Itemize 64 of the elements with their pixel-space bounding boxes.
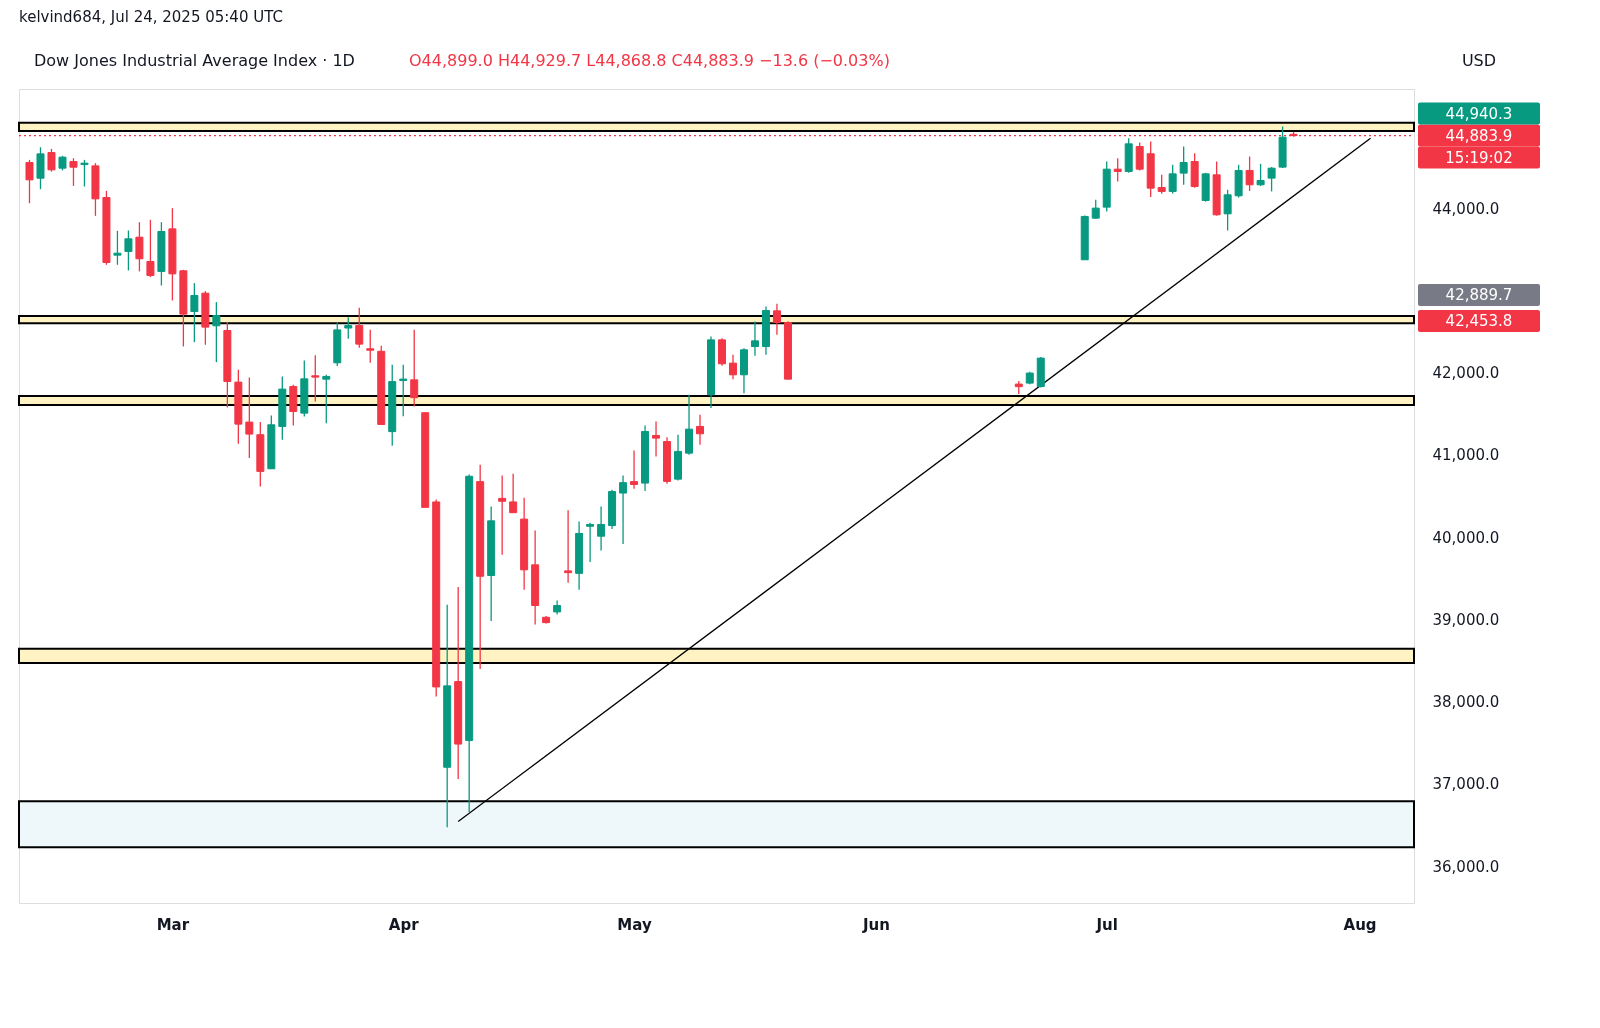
x-tick-label: Aug bbox=[1343, 915, 1377, 934]
candlestick bbox=[750, 320, 759, 357]
y-tick-label: 38,000.0 bbox=[1432, 693, 1500, 712]
candlestick bbox=[47, 148, 56, 173]
y-tick-label: 42,000.0 bbox=[1432, 364, 1500, 383]
x-tick-label: Mar bbox=[156, 915, 190, 934]
text: 42,889.7 bbox=[1445, 285, 1513, 304]
ref-line-label: 44,883.9 bbox=[1445, 126, 1513, 145]
candlestick bbox=[1135, 141, 1144, 172]
candlestick bbox=[113, 230, 122, 266]
candlestick bbox=[630, 449, 639, 490]
y-tick-label: 39,000.0 bbox=[1432, 610, 1500, 629]
candlestick bbox=[245, 376, 254, 459]
y-tick-label: 36,000.0 bbox=[1432, 857, 1500, 876]
text: 15:19:02 bbox=[1445, 148, 1513, 167]
candlestick bbox=[135, 221, 144, 273]
candlestick bbox=[696, 414, 705, 446]
text: kelvind684, Jul 24, 2025 05:40 UTC bbox=[19, 8, 283, 26]
candlestick bbox=[1179, 145, 1188, 186]
x-tick-label: Jul bbox=[1095, 915, 1118, 934]
text: 44,940.3 bbox=[1445, 104, 1513, 123]
candlestick bbox=[80, 159, 89, 188]
y-tick-label: 41,000.0 bbox=[1432, 446, 1500, 465]
candlestick bbox=[25, 159, 34, 204]
text: 42,453.8 bbox=[1445, 311, 1513, 330]
candlestick bbox=[1245, 155, 1254, 192]
candlestick bbox=[124, 229, 133, 272]
candlestick bbox=[619, 474, 628, 545]
candlestick bbox=[1223, 189, 1232, 232]
candlestick bbox=[366, 329, 375, 364]
candlestick bbox=[355, 307, 364, 349]
x-tick-label: Jun bbox=[861, 915, 890, 934]
candlestick bbox=[190, 282, 199, 343]
candlestick bbox=[597, 505, 606, 552]
candlestick bbox=[586, 521, 595, 563]
y-tick-label: 40,000.0 bbox=[1432, 528, 1500, 547]
chart-title: Dow Jones Industrial Average Index · 1D bbox=[34, 51, 355, 70]
candlestick bbox=[399, 364, 408, 417]
candlestick bbox=[146, 219, 155, 278]
candlestick bbox=[718, 337, 726, 367]
candlestick bbox=[322, 374, 331, 424]
candlestick bbox=[69, 157, 78, 187]
candlestick bbox=[652, 420, 661, 458]
candlestick bbox=[344, 316, 353, 340]
candlestick bbox=[564, 509, 573, 584]
y-axis-title: USD bbox=[1461, 51, 1497, 70]
x-tick-label: May bbox=[617, 915, 652, 934]
candlestick bbox=[1168, 164, 1177, 195]
candlestick bbox=[1113, 157, 1122, 183]
y-tick-label: 44,000.0 bbox=[1432, 199, 1500, 218]
candlestick bbox=[212, 301, 221, 363]
candlestick bbox=[1091, 199, 1100, 220]
candlestick bbox=[1256, 163, 1265, 187]
chart-subtitle: O44,899.0 H44,929.7 L44,868.8 C44,883.9 −13.6 (−0.03%) bbox=[409, 51, 890, 70]
candlestick bbox=[410, 329, 419, 408]
candlestick bbox=[1157, 174, 1166, 195]
candlestick bbox=[772, 303, 781, 336]
candlestick bbox=[498, 474, 507, 556]
x-tick-label: Apr bbox=[388, 915, 420, 934]
y-tick-label: 37,000.0 bbox=[1432, 775, 1500, 794]
candlestick bbox=[728, 354, 737, 380]
candlestick bbox=[1267, 166, 1276, 193]
candlestick bbox=[509, 473, 518, 514]
candlestick bbox=[311, 354, 320, 403]
